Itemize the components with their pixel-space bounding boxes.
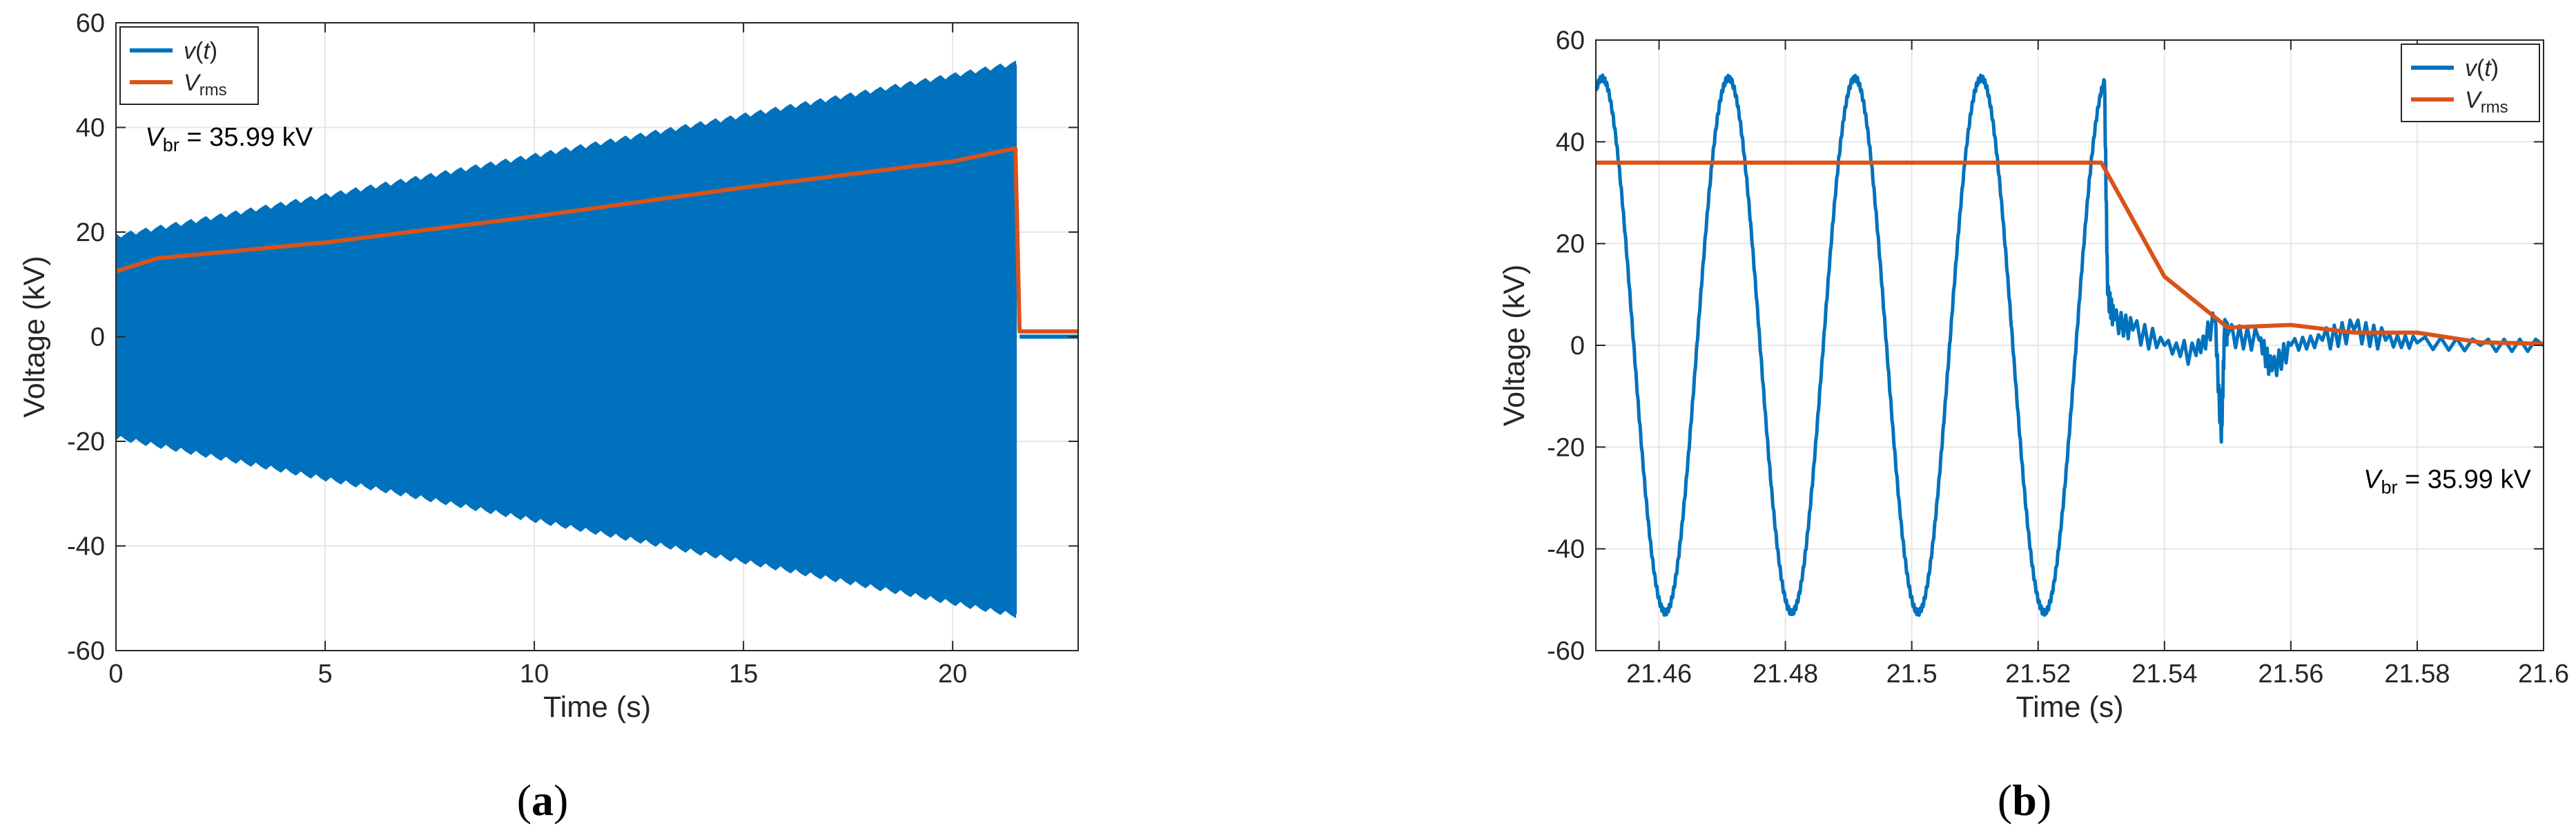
x-tick-label: 21.48 xyxy=(1753,660,1818,689)
series-layer xyxy=(116,60,1078,619)
y-tick-label: -60 xyxy=(1547,637,1585,666)
y-tick-label: 0 xyxy=(1570,332,1585,361)
breakdown-voltage-annotation: Vbr = 35.99 kV xyxy=(2363,465,2531,497)
tick-marks xyxy=(115,22,1078,651)
x-tick-label: 21.6 xyxy=(2518,660,2569,689)
x-tick-label: 5 xyxy=(318,660,332,689)
legend-label: Vrms xyxy=(184,70,227,99)
x-axis-label: Time (s) xyxy=(2016,691,2123,724)
x-tick-label: 15 xyxy=(729,660,758,689)
y-tick-label: 20 xyxy=(1556,230,1585,259)
x-tick-label: 21.52 xyxy=(2005,660,2071,689)
x-tick-label: 21.46 xyxy=(1626,660,1692,689)
y-tick-label: 60 xyxy=(76,9,105,38)
tick-marks xyxy=(1596,39,2544,651)
panel-caption: (a) xyxy=(517,776,569,825)
series-v-t-line xyxy=(1596,73,2544,617)
y-tick-label: 60 xyxy=(1556,26,1585,55)
panel-caption: (b) xyxy=(1998,776,2051,825)
x-tick-label: 21.56 xyxy=(2258,660,2323,689)
y-tick-label: -40 xyxy=(1547,535,1585,564)
legend-box xyxy=(2401,44,2540,122)
y-tick-label: -40 xyxy=(67,532,105,562)
x-tick-label: 21.5 xyxy=(1886,660,1938,689)
x-tick-label: 10 xyxy=(520,660,549,689)
x-tick-label: 21.58 xyxy=(2384,660,2450,689)
x-tick-label: 0 xyxy=(108,660,123,689)
panel-b: 21.46 21.48 21.5 21.52 21.54 21.56 21.58 21.6 -6… xyxy=(1498,26,2569,825)
legend: v(t) Vrms xyxy=(119,26,259,105)
y-axis-label: Voltage (kV) xyxy=(18,256,51,417)
y-tick-label: 40 xyxy=(1556,128,1585,157)
y-tick-label: -20 xyxy=(1547,433,1585,462)
legend-label: v(t) xyxy=(2465,55,2499,81)
y-tick-label: 0 xyxy=(90,323,105,352)
y-tick-label: -20 xyxy=(67,428,105,457)
y-tick-label: -60 xyxy=(67,637,105,666)
x-tick-label: 21.54 xyxy=(2131,660,2197,689)
breakdown-voltage-annotation: Vbr = 35.99 kV xyxy=(145,123,313,155)
panel-a: 0 5 10 15 20 -60 -40 -20 0 20 40 60 Time (s) Voltage … xyxy=(18,9,1079,825)
x-axis-label: Time (s) xyxy=(543,691,651,724)
y-tick-label: 40 xyxy=(76,114,105,143)
x-tick-label: 20 xyxy=(938,660,967,689)
legend-box xyxy=(119,26,259,105)
legend-label: v(t) xyxy=(184,38,217,64)
legend-label: Vrms xyxy=(2465,87,2508,117)
legend: v(t) Vrms xyxy=(2401,44,2540,122)
y-tick-label: 20 xyxy=(76,218,105,247)
y-axis-label: Voltage (kV) xyxy=(1498,265,1531,426)
